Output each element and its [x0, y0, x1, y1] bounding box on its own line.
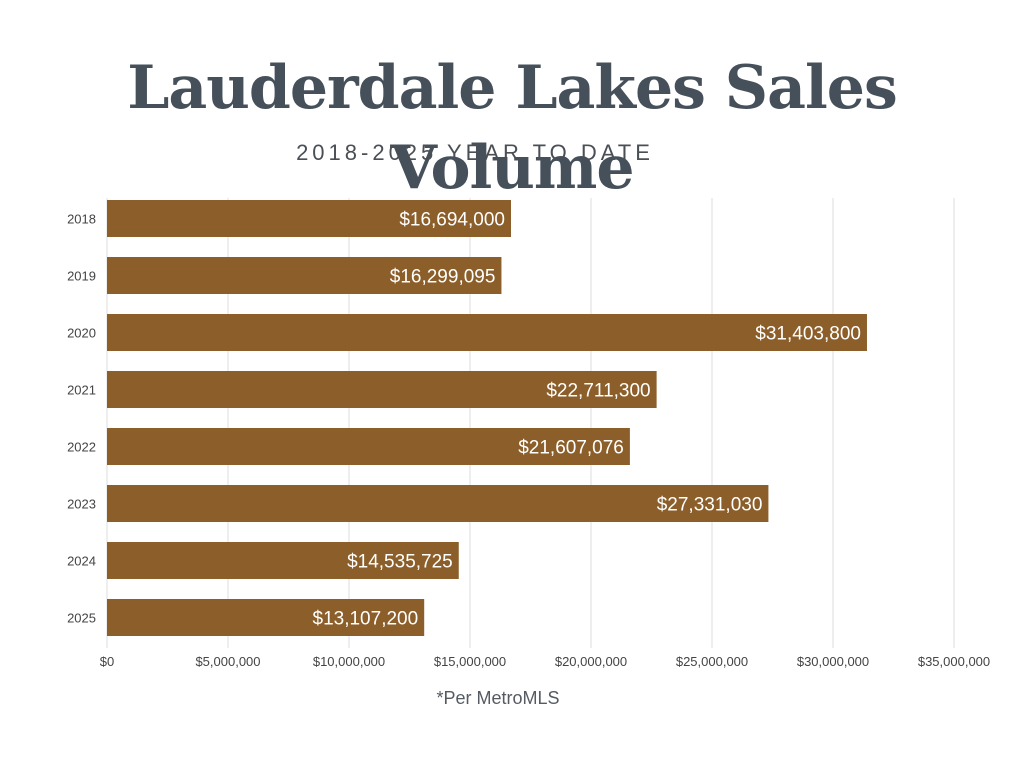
bar: [107, 257, 502, 294]
bar-value-label: $14,535,725: [347, 552, 453, 573]
category-label: 2021: [67, 383, 96, 398]
x-tick-label: $15,000,000: [434, 654, 506, 669]
x-tick-label: $20,000,000: [555, 654, 627, 669]
x-tick-label: $0: [100, 654, 114, 669]
chart-subtitle: 2018-2025 YEAR TO DATE: [296, 140, 654, 165]
bar-value-label: $21,607,076: [518, 438, 624, 459]
bars: $16,694,000 $16,299,095 $31,403,800 $22,711…: [107, 200, 867, 636]
bar-value-label: $13,107,200: [313, 609, 419, 630]
bar: [107, 200, 511, 237]
chart-title: Lauderdale Lakes Sales Volume: [127, 53, 898, 203]
x-tick-labels: $0 $5,000,000 $10,000,000 $15,000,000 $20,00…: [100, 654, 990, 669]
category-label: 2020: [67, 326, 96, 341]
bar-value-label: $31,403,800: [755, 324, 861, 345]
bar: [107, 428, 630, 465]
category-label: 2019: [67, 269, 96, 284]
bar-value-label: $27,331,030: [657, 495, 763, 516]
bar: [107, 485, 769, 522]
bar-value-label: $22,711,300: [546, 381, 650, 402]
bar-chart: $16,694,000 $16,299,095 $31,403,800 $22,711…: [67, 198, 990, 669]
category-labels: 2018 2019 2020 2021 2022 2023 2024 2025: [67, 212, 96, 626]
bar-value-label: $16,299,095: [390, 267, 496, 288]
x-tick-label: $35,000,000: [918, 654, 990, 669]
bar: [107, 542, 459, 579]
source-note: *Per MetroMLS: [436, 688, 560, 708]
category-label: 2023: [67, 497, 96, 512]
category-label: 2022: [67, 440, 96, 455]
x-tick-label: $10,000,000: [313, 654, 385, 669]
x-tick-label: $25,000,000: [676, 654, 748, 669]
x-tick-label: $5,000,000: [195, 654, 260, 669]
category-label: 2025: [67, 611, 96, 626]
x-tick-label: $30,000,000: [797, 654, 869, 669]
category-label: 2024: [67, 554, 96, 569]
bar: [107, 599, 425, 636]
category-label: 2018: [67, 212, 96, 227]
bar-value-label: $16,694,000: [399, 210, 505, 231]
bar: [107, 314, 867, 351]
bar: [107, 371, 657, 408]
